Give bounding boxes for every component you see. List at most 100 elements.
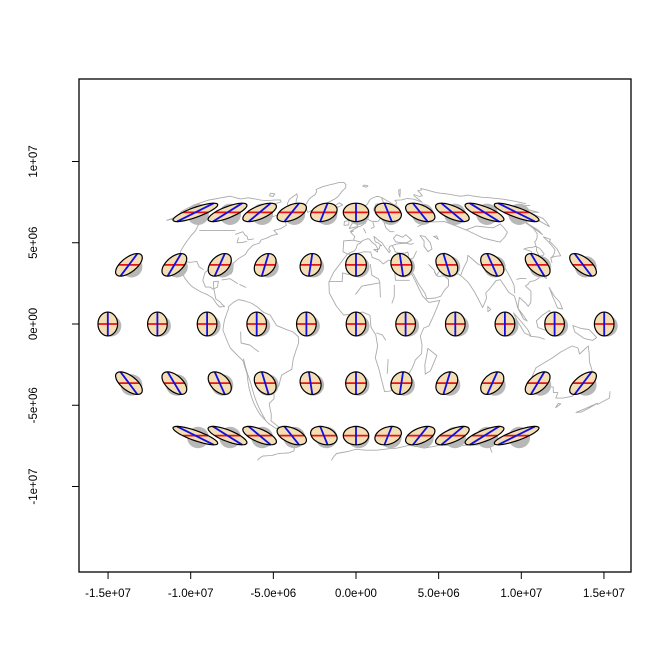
- tissot-indicatrix: [342, 425, 370, 449]
- coastline: [343, 219, 350, 226]
- indicatrix-ellipse-outline: [544, 311, 566, 337]
- meridian-scale-line: [213, 253, 226, 277]
- meridian-scale-line: [442, 371, 452, 395]
- indicatrix-ellipse-outline: [405, 425, 436, 446]
- x-tick-label: 5.0e+06: [418, 588, 460, 600]
- tissot-indicatrix: [544, 311, 569, 337]
- y-tick-label: 0e+00: [28, 308, 40, 340]
- indicatrix-ellipse-outline: [207, 252, 232, 277]
- indicatrix-ellipse-outline: [405, 202, 436, 223]
- indicatrix-ellipse-outline: [242, 202, 277, 223]
- indicatrix-ellipse-outline: [342, 202, 370, 223]
- coastline: [359, 235, 393, 254]
- meridian-scale-line: [213, 371, 226, 395]
- tissot-indicatrix: [395, 311, 420, 337]
- tissot-indicatrix: [276, 425, 307, 449]
- meridian-scale-line: [260, 253, 270, 277]
- meridian-scale-line: [412, 202, 429, 223]
- indicatrix-ellipse-outline: [524, 371, 551, 396]
- tissot-indicatrix: [524, 252, 552, 278]
- indicatrix-ellipse-outline: [444, 311, 466, 337]
- coastline: [373, 248, 379, 253]
- indicatrix-ellipse-outline: [161, 371, 188, 396]
- meridian-scale-line: [398, 253, 404, 277]
- tissot-indicatrix: [480, 371, 506, 396]
- x-tick-label: -5.0e+06: [250, 588, 296, 600]
- x-tick-label: 0.0e+00: [335, 588, 377, 600]
- meridian-scale-line: [176, 202, 215, 223]
- country-border: [243, 358, 266, 420]
- country-border: [386, 359, 389, 374]
- tissot-indicatrix: [196, 311, 221, 337]
- tissot-indicatrix: [444, 311, 469, 337]
- country-border: [355, 282, 381, 298]
- meridian-scale-line: [440, 202, 464, 223]
- indicatrix-ellipse-outline: [344, 371, 368, 396]
- indicatrix-ellipse-outline: [196, 311, 218, 337]
- meridian-scale-line: [530, 371, 546, 395]
- indicatrix-ellipse-outline: [342, 425, 370, 446]
- tissot-indicatrix: [374, 202, 403, 225]
- coastline: [572, 325, 598, 341]
- coastline: [393, 234, 413, 244]
- tissot-indicatrix: [390, 252, 415, 278]
- coastline: [428, 205, 550, 322]
- tissot-indicatrices: [97, 202, 618, 449]
- coastline: [487, 305, 492, 313]
- meridian-scale-line: [308, 253, 314, 277]
- country-border: [370, 221, 375, 229]
- coastline: [555, 403, 562, 409]
- indicatrix-ellipse-outline: [345, 311, 367, 337]
- tissot-indicatrix: [161, 252, 188, 278]
- coastline: [222, 299, 300, 429]
- coastline: [269, 192, 276, 197]
- indicatrix-ellipse-outline: [435, 202, 470, 223]
- tissot-indicatrix: [374, 425, 403, 449]
- tissot-indicatrix: [207, 371, 234, 396]
- tissot-indicatrix: [593, 311, 618, 337]
- coastline: [408, 267, 449, 300]
- coastline: [424, 347, 438, 375]
- indicatrix-ellipse-outline: [246, 311, 268, 337]
- meridian-scale-line: [398, 371, 404, 395]
- tissot-indicatrix: [242, 425, 277, 449]
- coastline: [575, 402, 598, 413]
- indicatrix-ellipse-outline: [374, 425, 403, 446]
- coastline: [328, 251, 441, 393]
- tissot-indicatrix: [207, 425, 248, 449]
- coastline: [392, 242, 414, 263]
- indicatrix-ellipse-outline: [464, 202, 505, 223]
- tissot-indicatrix: [464, 202, 505, 225]
- indicatrix-ellipse-outline: [276, 202, 307, 223]
- indicatrix-ellipse-outline: [207, 202, 248, 223]
- meridian-scale-line: [283, 202, 300, 223]
- tissot-indicatrix: [345, 311, 370, 337]
- y-tick-label: -1e+07: [28, 468, 40, 504]
- tissot-indicatrix: [299, 371, 325, 396]
- x-tick-label: -1.0e+07: [168, 588, 214, 600]
- coastline: [596, 391, 611, 405]
- tissot-indicatrix: [569, 371, 597, 396]
- indicatrix-ellipse-outline: [494, 311, 516, 337]
- country-border: [328, 272, 349, 283]
- tissot-indicatrix: [309, 202, 338, 225]
- indicatrix-ellipse-outline: [115, 252, 143, 277]
- coastline: [239, 284, 247, 288]
- tissot-indicatrix: [405, 425, 436, 449]
- coastline: [235, 231, 254, 241]
- meridian-scale-line: [166, 253, 182, 277]
- coastline: [433, 235, 439, 240]
- meridian-scale-line: [383, 426, 393, 446]
- indicatrix-ellipse-outline: [395, 311, 417, 337]
- meridian-scale-line: [119, 371, 139, 395]
- tissot-indicatrix: [276, 202, 307, 225]
- tissot-indicatrix: [435, 202, 470, 225]
- indicatrix-ellipse-outline: [464, 425, 505, 446]
- axes: -1.5e+07 -1.0e+07 -5.0e+06 0.0e+00 5.0e+06 1.…: [28, 78, 632, 600]
- plot-border: [78, 78, 632, 573]
- tissot-indicatrix: [494, 311, 519, 337]
- tissot-indicatrix: [480, 252, 506, 278]
- indicatrix-ellipse-outline: [207, 425, 248, 446]
- meridian-scale-line: [530, 253, 546, 277]
- tissot-indicatrix: [146, 311, 171, 337]
